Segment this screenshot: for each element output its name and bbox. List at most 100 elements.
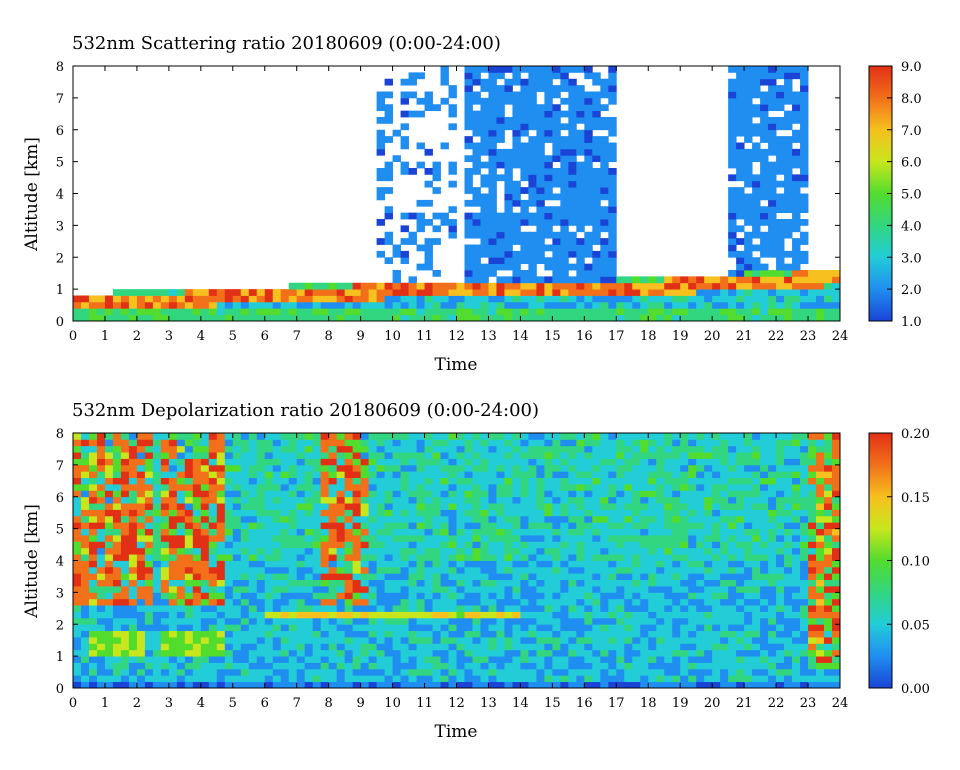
heatmap-cell	[440, 314, 449, 322]
heatmap-cell	[488, 244, 497, 252]
heatmap-cell	[736, 637, 745, 644]
heatmap-cell	[408, 560, 417, 568]
heatmap-cell	[472, 433, 481, 440]
heatmap-cell	[256, 458, 266, 466]
heatmap-cell	[600, 270, 609, 277]
heatmap-cell	[472, 649, 481, 657]
heatmap-cell	[672, 289, 681, 296]
heatmap-cell	[73, 484, 82, 491]
heatmap-cell	[336, 617, 346, 625]
heatmap-cell	[168, 681, 178, 689]
heatmap-cell	[640, 611, 649, 619]
heatmap-cell	[176, 471, 186, 479]
heatmap-cell	[328, 282, 338, 290]
heatmap-cell	[568, 219, 577, 226]
heatmap-cell	[160, 586, 170, 593]
heatmap-cell	[456, 541, 465, 549]
heatmap-cell	[344, 630, 354, 638]
heatmap-cell	[320, 484, 330, 491]
heatmap-cell	[544, 212, 553, 220]
heatmap-cell	[408, 624, 417, 632]
heatmap-cell	[488, 301, 497, 309]
heatmap-cell	[552, 630, 561, 638]
heatmap-cell	[736, 155, 745, 163]
heatmap-cell	[560, 206, 569, 214]
heatmap-cell	[568, 97, 577, 105]
heatmap-cell	[664, 477, 673, 485]
heatmap-cell	[696, 458, 705, 466]
heatmap-cell	[336, 681, 346, 689]
heatmap-cell	[472, 78, 481, 86]
heatmap-cell	[688, 566, 697, 574]
heatmap-cell	[568, 605, 577, 612]
heatmap-cell	[576, 573, 585, 581]
heatmap-cell	[760, 276, 769, 284]
heatmap-cell	[800, 231, 809, 239]
heatmap-cell	[528, 85, 537, 92]
heatmap-cell	[424, 238, 433, 245]
heatmap-cell	[304, 458, 314, 466]
heatmap-cell	[73, 433, 82, 440]
heatmap-cell	[264, 433, 274, 440]
heatmap-cell	[768, 161, 777, 169]
heatmap-cell	[688, 503, 697, 510]
heatmap-cell	[688, 490, 697, 498]
heatmap-cell	[800, 97, 809, 105]
heatmap-cell	[744, 244, 753, 252]
heatmap-cell	[88, 662, 98, 670]
heatmap-cell	[152, 656, 162, 663]
heatmap-cell	[328, 560, 338, 568]
heatmap-cell	[336, 484, 346, 491]
heatmap-cell	[792, 174, 801, 182]
heatmap-cell	[584, 515, 593, 523]
heatmap-cell	[328, 592, 338, 600]
heatmap-cell	[384, 522, 393, 530]
heatmap-cell	[264, 295, 274, 303]
heatmap-cell	[576, 522, 585, 530]
heatmap-cell	[152, 484, 162, 491]
heatmap-cell	[576, 541, 585, 549]
heatmap-cell	[272, 464, 282, 472]
heatmap-cells	[73, 66, 841, 322]
heatmap-cell	[528, 295, 537, 303]
heatmap-cell	[128, 289, 138, 296]
heatmap-cell	[568, 123, 577, 131]
heatmap-cell	[480, 161, 489, 169]
heatmap-cell	[488, 662, 497, 670]
heatmap-cell	[744, 66, 753, 73]
heatmap-cell	[152, 566, 162, 574]
heatmap-cell	[616, 598, 625, 606]
heatmap-cell	[112, 503, 122, 510]
heatmap-cell	[712, 681, 721, 689]
heatmap-cell	[600, 675, 609, 683]
heatmap-cell	[336, 541, 346, 549]
heatmap-cell	[464, 452, 473, 459]
heatmap-cell	[200, 566, 210, 574]
heatmap-cell	[480, 123, 489, 131]
heatmap-cell	[216, 617, 226, 625]
heatmap-cell	[496, 484, 505, 491]
heatmap-cell	[512, 445, 521, 453]
heatmap-cell	[592, 123, 601, 131]
heatmap-cell	[696, 471, 705, 479]
heatmap-cell	[344, 496, 354, 504]
heatmap-cell	[664, 471, 673, 479]
heatmap-cell	[704, 464, 713, 472]
heatmap-cell	[568, 611, 577, 619]
heatmap-cell	[280, 598, 290, 606]
heatmap-cell	[656, 598, 665, 606]
heatmap-cell	[720, 471, 729, 479]
heatmap-cell	[464, 282, 473, 290]
heatmap-cell	[176, 452, 186, 459]
heatmap-cell	[424, 637, 433, 644]
heatmap-cell	[456, 656, 465, 663]
heatmap-cell	[736, 675, 745, 683]
heatmap-cell	[592, 289, 601, 296]
heatmap-cell	[304, 528, 314, 536]
heatmap-cell	[776, 168, 785, 175]
heatmap-cell	[296, 598, 306, 606]
heatmap-cell	[448, 180, 457, 188]
heatmap-cell	[768, 104, 777, 112]
heatmap-cell	[504, 496, 513, 504]
heatmap-cell	[552, 439, 561, 447]
